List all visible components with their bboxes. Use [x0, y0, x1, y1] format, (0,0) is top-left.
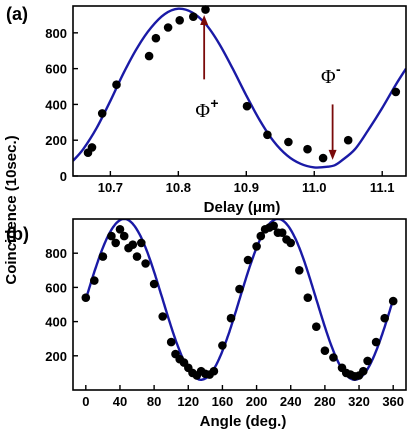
data-point — [303, 144, 312, 154]
data-point — [189, 12, 198, 21]
data-point — [107, 231, 116, 241]
panel-b-y-ticks: 200 400 600 800 — [45, 246, 78, 364]
x-tick-label: 11.1 — [370, 180, 395, 195]
data-point — [144, 51, 154, 61]
data-point — [175, 15, 184, 25]
data-point — [166, 337, 176, 347]
panel-b-label: (b) — [6, 224, 29, 244]
data-point — [119, 231, 129, 241]
annotation-label: Φ — [195, 100, 210, 122]
x-tick-label: 320 — [348, 394, 370, 409]
data-point — [277, 228, 287, 237]
data-point — [284, 137, 293, 147]
panel-a-points — [83, 5, 401, 163]
data-point — [343, 135, 353, 145]
data-point — [201, 5, 210, 14]
y-tick-label: 200 — [45, 349, 67, 364]
data-point — [242, 101, 252, 111]
x-tick-label: 160 — [212, 394, 234, 409]
x-tick-label: 10.9 — [234, 180, 259, 195]
data-point — [359, 366, 368, 376]
data-point — [371, 337, 381, 347]
data-point — [132, 252, 142, 261]
x-tick-label: 10.7 — [98, 180, 123, 195]
panel-a-plot-frame — [72, 5, 407, 177]
data-point — [87, 143, 97, 152]
y-tick-label: 0 — [60, 169, 67, 184]
data-point — [252, 242, 261, 251]
y-tick-label: 600 — [45, 62, 67, 77]
data-point — [312, 322, 321, 332]
y-tick-label: 800 — [45, 246, 67, 261]
y-tick-label: 400 — [45, 97, 67, 112]
panel-a-label: (a) — [6, 4, 28, 24]
data-point — [269, 221, 279, 231]
data-point — [97, 109, 107, 118]
data-point — [163, 23, 173, 32]
data-point — [226, 313, 236, 323]
data-point — [380, 313, 390, 323]
fit-curve-line — [73, 7, 406, 169]
x-tick-label: 280 — [314, 394, 336, 409]
annotation-arrowhead — [200, 14, 209, 25]
panel-a-x-ticks: 10.7 10.8 10.9 11.0 11.1 — [98, 171, 395, 195]
x-tick-label: 360 — [382, 394, 404, 409]
panel-b-plot-frame — [72, 218, 407, 391]
data-point — [158, 312, 167, 321]
y-tick-label: 200 — [45, 133, 67, 148]
data-point — [303, 293, 313, 303]
y-axis-label: Coincidence (10sec.) — [3, 135, 20, 284]
data-point — [263, 130, 272, 140]
annotation-label: Φ — [321, 66, 336, 88]
data-point — [98, 252, 108, 261]
data-point — [363, 356, 372, 366]
data-point — [218, 341, 227, 350]
panel-a-annotations: Φ +Φ - — [195, 14, 341, 160]
data-point — [388, 296, 398, 306]
data-point — [320, 346, 330, 356]
x-tick-label: 120 — [177, 394, 199, 409]
annotation-superscript: + — [210, 95, 218, 111]
data-point — [209, 366, 219, 376]
x-tick-label: 240 — [280, 394, 302, 409]
panel-a-y-ticks: 0 200 400 600 800 — [45, 26, 78, 184]
x-tick-label: 200 — [246, 394, 268, 409]
x-tick-label: 80 — [147, 394, 161, 409]
data-point — [115, 225, 125, 234]
panel-a-x-axis-label: Delay (μm) — [204, 199, 281, 216]
data-point — [151, 33, 161, 43]
x-tick-label: 40 — [113, 394, 127, 409]
panel-b: (b) 0 40 80 120 160 200 240 280 320 360 200 400 600… — [6, 218, 407, 430]
data-point — [329, 353, 338, 362]
y-tick-label: 400 — [45, 315, 67, 330]
data-point — [81, 293, 91, 303]
data-point — [391, 87, 401, 97]
data-point — [112, 80, 121, 89]
data-point — [90, 276, 99, 285]
annotation-superscript: - — [336, 61, 341, 77]
panel-a-fit-curve — [73, 7, 406, 169]
data-point — [235, 284, 244, 294]
y-tick-label: 800 — [45, 26, 67, 41]
data-point — [128, 240, 138, 249]
data-point — [318, 153, 328, 163]
panel-b-x-axis-label: Angle (deg.) — [200, 413, 287, 430]
annotation-arrowhead — [328, 149, 337, 160]
y-tick-label: 600 — [45, 280, 67, 295]
data-point — [286, 238, 296, 248]
x-tick-label: 10.8 — [166, 180, 191, 195]
data-point — [111, 238, 120, 248]
data-point — [149, 279, 159, 289]
panel-a: (a) Φ +Φ - 10.7 10.8 10.9 11.0 11.1 0200400600… — [6, 4, 407, 216]
data-point — [243, 255, 253, 265]
data-point — [256, 231, 266, 241]
data-point — [137, 238, 146, 248]
x-tick-label: 0 — [82, 394, 89, 409]
panel-b-x-ticks: 0 40 80 120 160 200 240 280 320 360 — [82, 385, 404, 409]
x-tick-label: 11.0 — [302, 180, 327, 195]
data-point — [295, 266, 304, 275]
data-point — [141, 259, 150, 268]
panel-b-points — [81, 221, 398, 381]
